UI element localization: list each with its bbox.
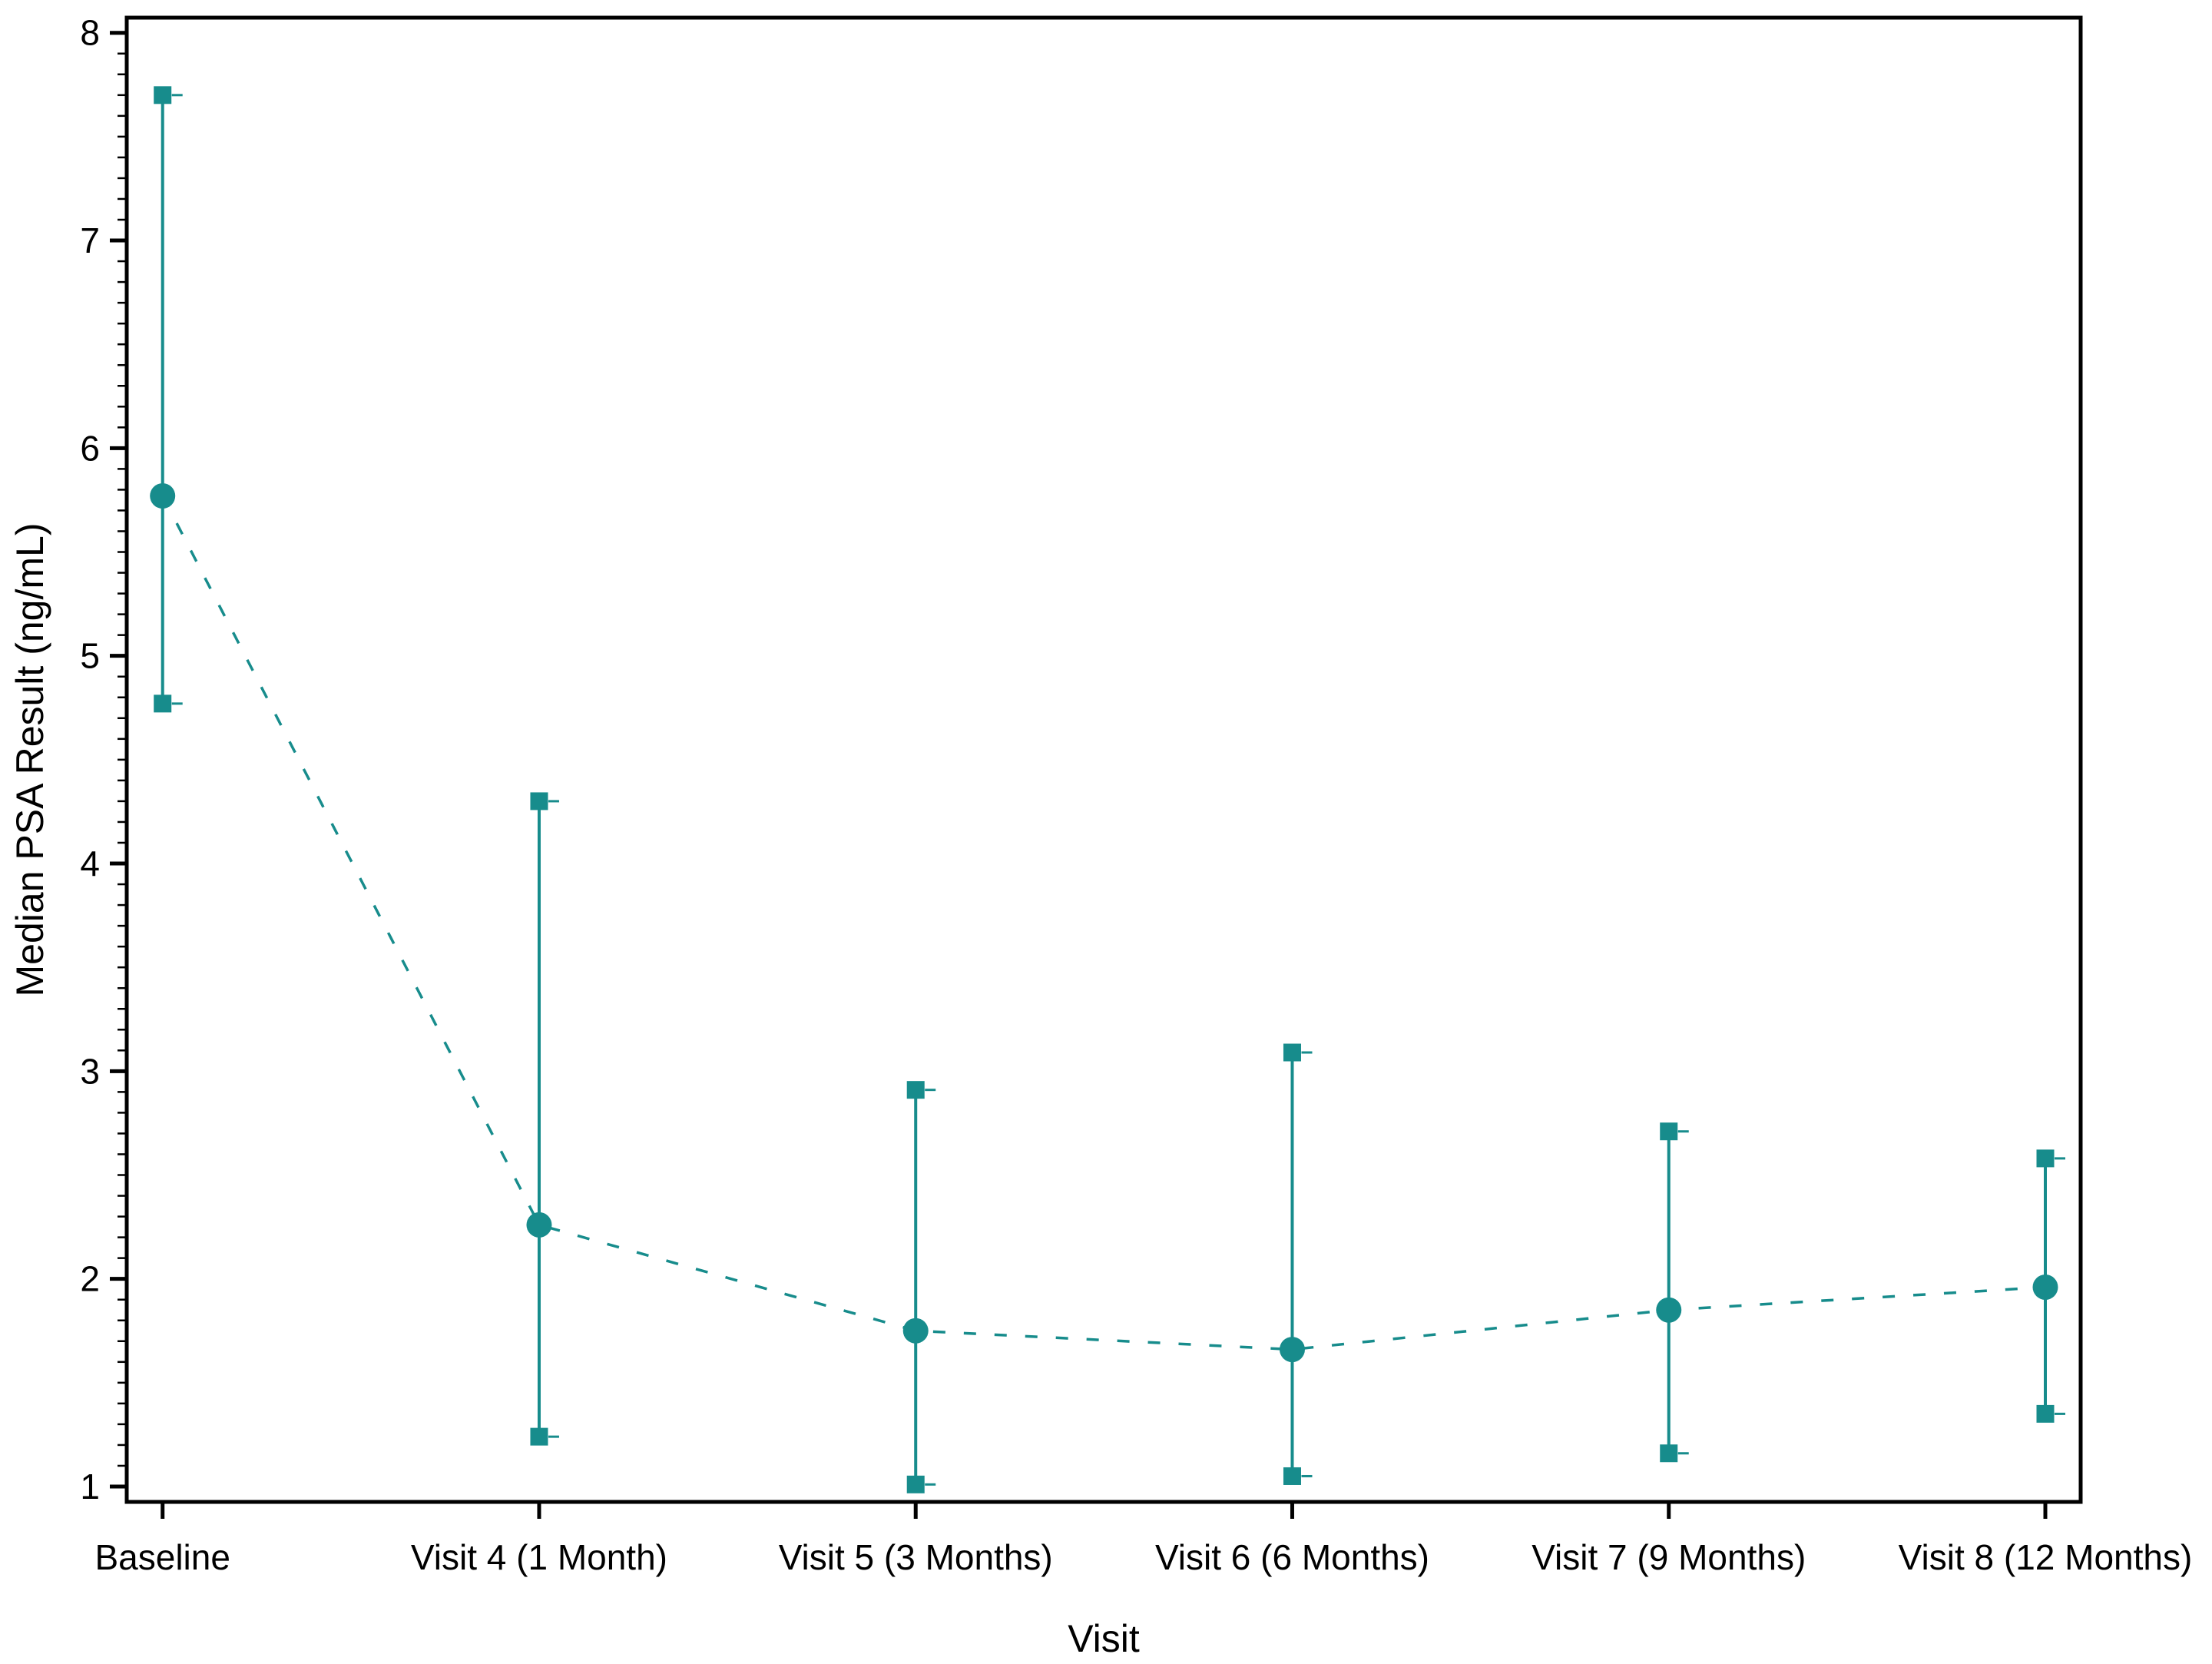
y-axis-tick-label: 1 [80,1467,100,1507]
upper-whisker-marker [530,792,548,810]
y-axis-title: Median PSA Result (ng/mL) [8,523,51,997]
median-marker [1279,1337,1305,1363]
upper-whisker-marker [1660,1122,1678,1141]
median-marker [150,483,176,509]
x-axis-category-label: Visit 4 (1 Month) [411,1537,667,1577]
lower-whisker-marker [2036,1404,2055,1423]
x-axis-category-label: Visit 7 (9 Months) [1532,1537,1806,1577]
median-marker [2032,1274,2058,1300]
y-axis-tick-label: 2 [80,1259,100,1299]
upper-whisker-marker [154,86,172,104]
upper-whisker-marker [2036,1149,2055,1168]
upper-whisker-marker [906,1081,925,1099]
median-marker [902,1318,929,1344]
y-axis-tick-label: 6 [80,428,100,468]
x-axis-category-label: Baseline [94,1537,230,1577]
x-axis-category-label: Visit 6 (6 Months) [1155,1537,1429,1577]
y-axis-tick-label: 5 [80,636,100,676]
y-axis-tick-label: 3 [80,1051,100,1091]
y-axis-tick-label: 8 [80,13,100,53]
y-axis-tick-label: 7 [80,220,100,260]
lower-whisker-marker [1283,1467,1301,1485]
y-axis-tick-label: 4 [80,844,100,883]
median-marker [1656,1297,1682,1323]
median-trend-line [161,495,2046,1351]
lower-whisker-marker [1660,1444,1678,1463]
lower-whisker-marker [154,694,172,713]
x-axis-category-label: Visit 8 (12 Months) [1899,1537,2193,1577]
x-axis-title: Visit [1068,1617,1140,1660]
lower-whisker-marker [906,1475,925,1493]
plot-frame [124,15,2083,1504]
upper-whisker-marker [1283,1043,1301,1062]
median-marker [526,1212,552,1238]
x-axis-category-label: Visit 5 (3 Months) [779,1537,1053,1577]
lower-whisker-marker [530,1427,548,1446]
